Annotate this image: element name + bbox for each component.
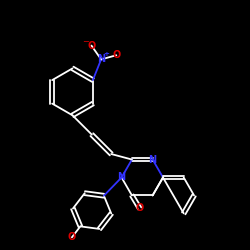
Text: N: N xyxy=(148,154,157,164)
Text: +: + xyxy=(103,51,109,57)
Text: O: O xyxy=(136,204,144,214)
Text: O: O xyxy=(87,40,96,50)
Text: O: O xyxy=(112,50,120,60)
Text: N: N xyxy=(97,54,105,64)
Text: N: N xyxy=(118,172,126,182)
Text: −: − xyxy=(82,37,89,46)
Text: O: O xyxy=(68,232,76,242)
